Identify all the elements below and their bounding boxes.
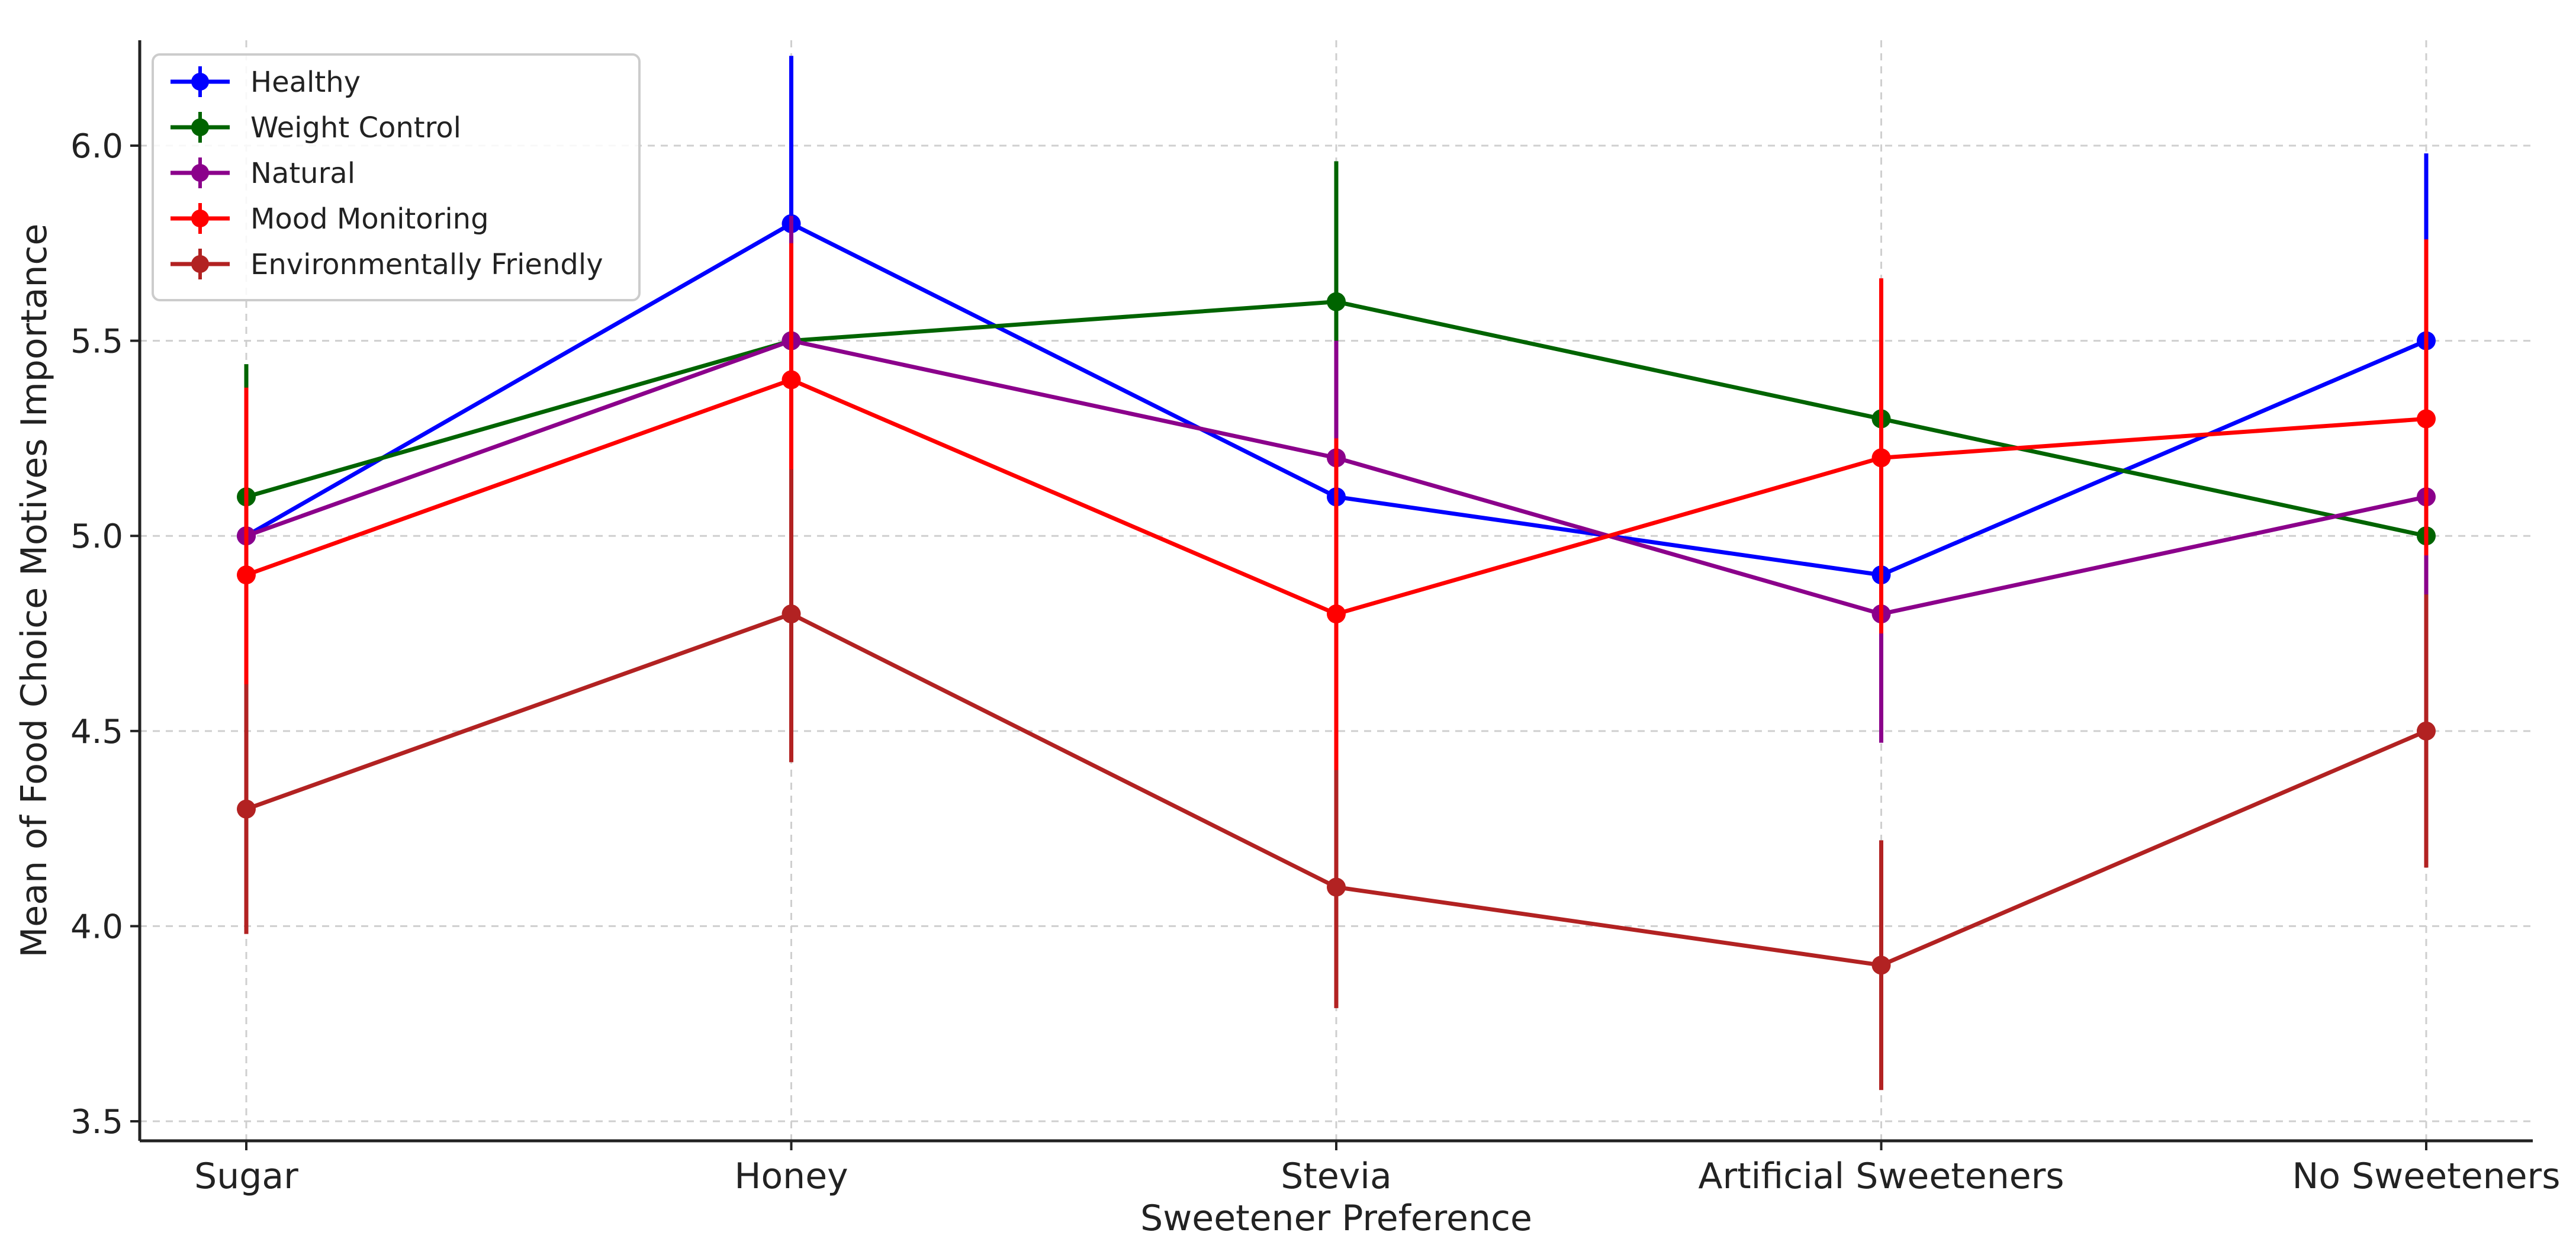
y-tick-label: 6.0 <box>70 127 123 166</box>
y-tick-label: 4.0 <box>70 908 123 946</box>
data-point <box>1871 956 1891 975</box>
legend-label: Healthy <box>250 66 361 99</box>
x-tick-label: Stevia <box>1281 1156 1391 1197</box>
data-series <box>237 56 2436 1090</box>
legend-marker <box>191 73 209 91</box>
legend-entry: Environmentally Friendly <box>171 248 603 281</box>
data-point <box>237 565 256 585</box>
data-point <box>1327 604 1346 624</box>
legend-marker <box>191 210 209 227</box>
legend-entry: Weight Control <box>171 111 461 144</box>
tick-labels: 3.5 4.0 4.5 5.0 5.5 6.0 Sugar Honey Stevia Artifi… <box>70 127 2561 1197</box>
y-tick-label: 4.5 <box>70 713 123 751</box>
data-point <box>782 370 801 390</box>
x-tick-label: Sugar <box>194 1156 298 1197</box>
data-point <box>2417 721 2436 741</box>
data-point <box>1871 448 1891 468</box>
legend-entry: Healthy <box>171 66 361 99</box>
data-point <box>782 604 801 624</box>
legend-label: Environmentally Friendly <box>250 248 603 281</box>
y-axis-title: Mean of Food Choice Motives Importance <box>14 224 55 958</box>
axis-titles: Sweetener Preference Mean of Food Choice… <box>14 224 1532 1239</box>
series-mood-monitoring <box>237 239 2436 790</box>
legend-label: Weight Control <box>250 111 461 144</box>
data-point <box>2417 409 2436 429</box>
legend: Healthy Weight Control Natural Mood Monitor… <box>152 53 641 301</box>
legend-entry: Natural <box>171 157 355 190</box>
x-tick-label: Artificial Sweeteners <box>1698 1156 2064 1197</box>
data-point <box>1327 877 1346 897</box>
x-tick-label: Honey <box>734 1156 848 1197</box>
x-tick-label: No Sweeteners <box>2292 1156 2561 1197</box>
legend-entry: Mood Monitoring <box>171 202 489 236</box>
legend-marker <box>191 164 209 182</box>
legend-marker <box>191 255 209 273</box>
y-tick-label: 5.0 <box>70 517 123 556</box>
data-point <box>237 799 256 819</box>
x-axis-title: Sweetener Preference <box>1140 1198 1532 1239</box>
legend-box <box>152 53 641 301</box>
legend-marker <box>191 118 209 136</box>
legend-label: Mood Monitoring <box>250 202 489 236</box>
y-tick-label: 5.5 <box>70 323 123 361</box>
data-point <box>1327 292 1346 311</box>
legend-label: Natural <box>250 157 355 190</box>
y-tick-label: 3.5 <box>70 1103 123 1141</box>
series-environmentally-friendly <box>237 469 2436 1090</box>
